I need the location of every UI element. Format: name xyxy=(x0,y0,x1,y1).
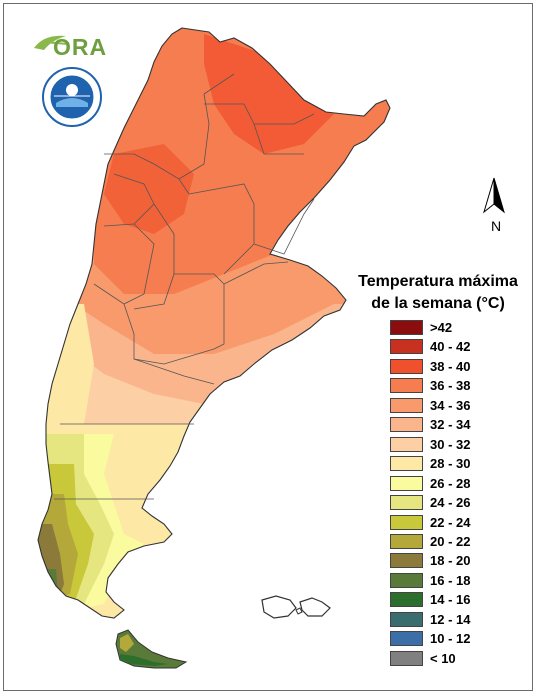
legend-swatch xyxy=(390,611,423,627)
legend-swatch xyxy=(390,495,423,511)
legend-item: 24 - 26 xyxy=(390,494,530,512)
legend-swatch xyxy=(390,436,423,452)
legend-label: 38 - 40 xyxy=(430,358,471,374)
legend-label: 26 - 28 xyxy=(430,475,471,491)
legend-label: 18 - 20 xyxy=(430,553,471,569)
legend-item: >42 xyxy=(390,319,530,337)
legend-swatch xyxy=(390,533,423,549)
ora-logo-text: ORA xyxy=(53,34,108,60)
legend-swatch xyxy=(390,339,423,355)
legend-title-line1: Temperatura máxima xyxy=(358,273,518,290)
legend-label: 22 - 24 xyxy=(430,514,471,530)
legend-item: 14 - 16 xyxy=(390,591,530,609)
north-arrow-icon xyxy=(483,177,505,214)
legend-swatch xyxy=(390,475,423,491)
legend-label: 30 - 32 xyxy=(430,436,471,452)
legend-swatch xyxy=(390,572,423,588)
legend-swatch xyxy=(390,514,423,530)
legend-label: 34 - 36 xyxy=(430,397,471,413)
legend-label: 14 - 16 xyxy=(430,592,471,608)
legend-item: 22 - 24 xyxy=(390,514,530,532)
legend-label: 32 - 34 xyxy=(430,417,471,433)
legend-item: < 10 xyxy=(390,650,530,668)
legend-swatch xyxy=(390,553,423,569)
legend-item: 12 - 14 xyxy=(390,611,530,629)
legend-item: 36 - 38 xyxy=(390,377,530,395)
legend-label: < 10 xyxy=(430,650,456,666)
province-borders xyxy=(54,73,315,500)
legend-swatch xyxy=(390,320,423,335)
legend-swatch xyxy=(390,378,423,394)
legend-label: >42 xyxy=(430,320,453,335)
legend-item: 16 - 18 xyxy=(390,572,530,590)
legend-label: 10 - 12 xyxy=(430,631,471,647)
legend-swatch xyxy=(390,417,423,433)
legend-label: 40 - 42 xyxy=(430,339,471,355)
legend-swatch xyxy=(390,358,423,374)
legend-item: 18 - 20 xyxy=(390,552,530,570)
legend-swatch xyxy=(390,456,423,472)
legend-item: 26 - 28 xyxy=(390,475,530,493)
legend-item: 40 - 42 xyxy=(390,338,530,356)
smn-seal-icon xyxy=(42,67,102,127)
legend-swatch xyxy=(390,397,423,413)
legend-swatch xyxy=(390,650,423,666)
legend-title-line2: de la semana (°C) xyxy=(371,295,505,312)
islas-malvinas xyxy=(261,595,331,619)
legend-label: 36 - 38 xyxy=(430,378,471,394)
legend-item: 38 - 40 xyxy=(390,358,530,376)
temperature-map xyxy=(34,27,505,669)
legend-item: 20 - 22 xyxy=(390,533,530,551)
compass-north-label: N xyxy=(491,218,502,234)
map-frame: ORA N Temperatura máxima de la semana (°… xyxy=(3,3,533,691)
legend-label: 16 - 18 xyxy=(430,572,471,588)
legend-label: 12 - 14 xyxy=(430,611,471,627)
legend-item: 32 - 34 xyxy=(390,416,530,434)
legend-swatch xyxy=(390,592,423,608)
legend-item: 28 - 30 xyxy=(390,455,530,473)
ora-logo-icon xyxy=(34,35,69,50)
legend-swatch xyxy=(390,631,423,647)
legend-label: 28 - 30 xyxy=(430,456,471,472)
legend-item: 30 - 32 xyxy=(390,436,530,454)
legend-item: 10 - 12 xyxy=(390,630,530,648)
legend-label: 20 - 22 xyxy=(430,533,471,549)
legend-item: 34 - 36 xyxy=(390,397,530,415)
legend-label: 24 - 26 xyxy=(430,495,471,511)
tierra-del-fuego xyxy=(115,629,188,669)
